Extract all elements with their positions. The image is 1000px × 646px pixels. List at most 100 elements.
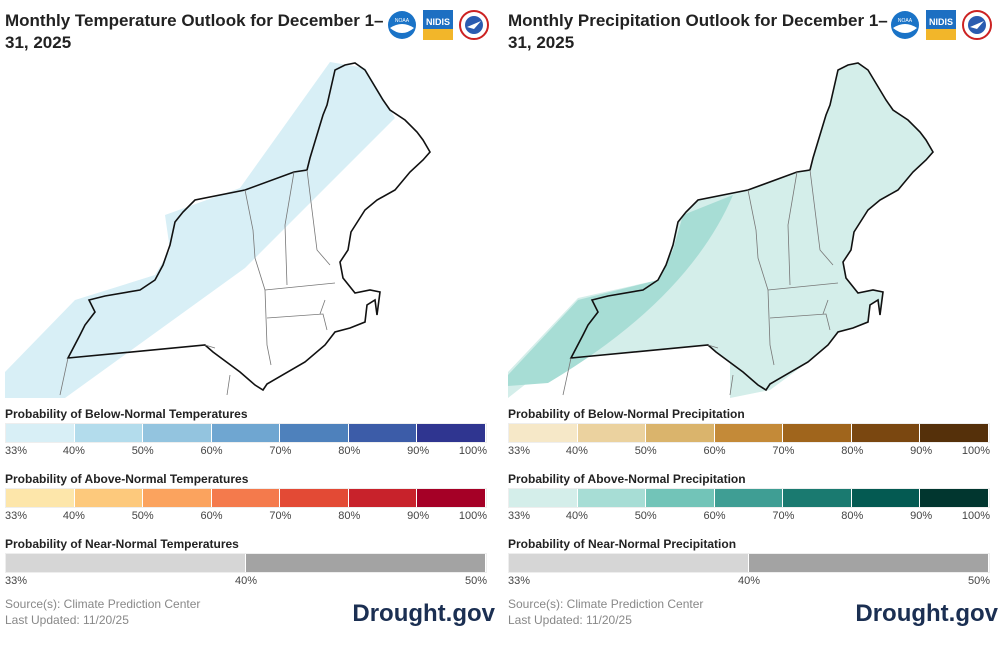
legend-color-bar [5, 488, 487, 508]
legend-tick-label: 70% [269, 510, 292, 522]
state-borders [562, 169, 839, 396]
legend-tick-label: 50% [131, 445, 154, 457]
region-outline [569, 62, 934, 392]
legend-title: Probability of Near-Normal Precipitation [508, 537, 737, 551]
legend-swatch [714, 424, 784, 442]
noaa-text: NOAA [898, 18, 913, 24]
legend-swatch [417, 489, 487, 507]
legend-swatch [920, 424, 990, 442]
legend-swatch [6, 554, 246, 572]
legend-color-bar [5, 423, 487, 443]
noaa-text: NOAA [395, 18, 410, 24]
nws-logo [459, 10, 489, 40]
legend-swatch [783, 424, 852, 442]
legend-tick-label: 60% [200, 445, 223, 457]
legend-color-bar [508, 553, 990, 573]
legend-swatch [348, 424, 418, 442]
legend-tick-label: 100% [961, 510, 990, 522]
legend-tick-label: 80% [338, 445, 361, 457]
legend-tick-label: 40% [565, 510, 588, 522]
legend-swatch [509, 554, 749, 572]
legend-tick-label: 40% [62, 445, 85, 457]
legend-swatch [246, 554, 486, 572]
legend-swatch [211, 489, 281, 507]
legend-swatch [74, 489, 144, 507]
nidis-logo: NIDIS [926, 10, 956, 40]
nidis-text: NIDIS [426, 17, 450, 27]
nws-logo [962, 10, 992, 40]
legend-color-bar [508, 423, 990, 443]
legend-tick-label: 40% [62, 510, 85, 522]
above-normal-40-50-area [508, 195, 733, 386]
legend-swatch [646, 489, 715, 507]
legend-tick-label: 80% [841, 445, 864, 457]
legend-tick-label: 33% [5, 445, 28, 457]
legend-tick-label: 90% [910, 445, 933, 457]
drought-gov-brand[interactable]: Drought.gov [855, 600, 998, 627]
legend-swatch [851, 424, 921, 442]
legend-tick-label: 70% [269, 445, 292, 457]
legend-tick-label: 60% [703, 445, 726, 457]
legend-title: Probability of Above-Normal Temperatures [5, 472, 249, 486]
legend-swatch [577, 424, 647, 442]
legend-swatch [6, 489, 75, 507]
drought-gov-brand[interactable]: Drought.gov [352, 600, 495, 627]
legend-near-normal: Probability of Near-Normal Temperatures 3… [5, 537, 487, 589]
legend-tick-label: 50% [967, 575, 990, 587]
legend-swatch [280, 489, 349, 507]
above-normal-33-40-area [571, 63, 933, 390]
logos: NOAA NIDIS [387, 10, 489, 40]
northeast-map [508, 62, 934, 398]
legend-swatch [74, 424, 144, 442]
nidis-text: NIDIS [929, 17, 953, 27]
legend-swatch [143, 489, 212, 507]
legend-tick-label: 60% [703, 510, 726, 522]
legend-swatch [509, 489, 578, 507]
legend-swatch [509, 424, 578, 442]
northeast-map [5, 62, 431, 398]
source-note: Source(s): Climate Prediction Center Last… [5, 596, 200, 628]
nidis-logo: NIDIS [423, 10, 453, 40]
legend-color-bar [5, 553, 487, 573]
legend-tick-label: 40% [234, 575, 258, 587]
legend-tick-label: 100% [458, 445, 487, 457]
legend-tick-label: 80% [841, 510, 864, 522]
legend-tick-label: 40% [565, 445, 588, 457]
noaa-logo: NOAA [891, 11, 919, 39]
noaa-logo: NOAA [388, 11, 416, 39]
legend-swatch [920, 489, 990, 507]
legend-swatch [417, 424, 487, 442]
legend-title: Probability of Near-Normal Temperatures [5, 537, 239, 551]
legend-tick-label: 70% [772, 445, 795, 457]
legend-tick-label: 33% [508, 510, 531, 522]
legend-near-normal: Probability of Near-Normal Precipitation… [508, 537, 990, 589]
legend-swatch [714, 489, 784, 507]
legend-color-bar [508, 488, 990, 508]
legend-swatch [851, 489, 921, 507]
legend-above-normal: Probability of Above-Normal Precipitatio… [508, 472, 990, 524]
legend-tick-label: 50% [634, 445, 657, 457]
updated-text: Last Updated: 11/20/25 [5, 613, 129, 627]
legend-title: Probability of Below-Normal Temperatures [5, 407, 248, 421]
legend-tick-label: 60% [200, 510, 223, 522]
below-normal-33-40-area [5, 62, 395, 398]
source-note: Source(s): Climate Prediction Center Last… [508, 596, 703, 628]
legend-swatch [6, 424, 75, 442]
map-title: Monthly Temperature Outlook for December… [5, 11, 384, 52]
legend-tick-label: 50% [131, 510, 154, 522]
legend-swatch [143, 424, 212, 442]
legend-swatch [577, 489, 647, 507]
legend-swatch [783, 489, 852, 507]
legend-tick-label: 33% [5, 510, 28, 522]
legend-tick-label: 33% [508, 575, 531, 587]
legend-tick-label: 33% [508, 445, 531, 457]
legend-tick-label: 50% [634, 510, 657, 522]
legend-tick-label: 90% [407, 510, 430, 522]
legend-tick-label: 90% [910, 510, 933, 522]
legend-swatch [211, 424, 281, 442]
region-outline [66, 62, 431, 392]
logos: NOAA NIDIS [890, 10, 992, 40]
state-borders [59, 169, 336, 396]
legend-swatch [280, 424, 349, 442]
legend-tick-label: 50% [464, 575, 487, 587]
